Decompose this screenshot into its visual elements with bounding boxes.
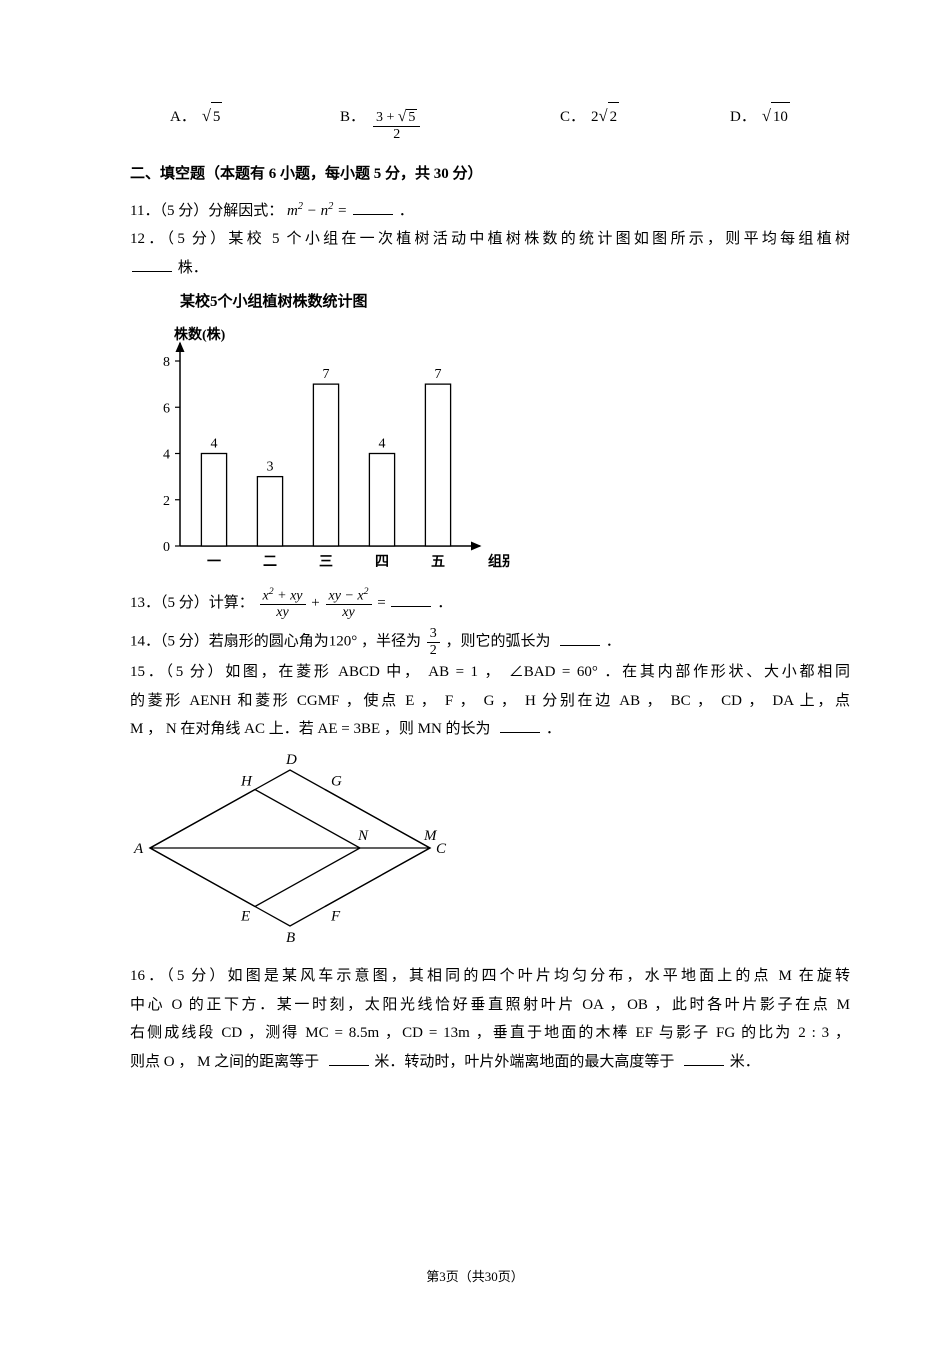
sqrt-icon: √2	[599, 100, 620, 132]
chart-title: 某校5个小组植树株数统计图	[130, 288, 850, 317]
q15-line2: 的菱形 AENH 和菱形 CGMF ，使点 E ， F ， G ， H 分别在边…	[130, 687, 850, 716]
svg-text:7: 7	[435, 367, 442, 382]
blank-field	[500, 717, 540, 733]
rhombus-diagram: A C D B H G E F M N	[130, 748, 850, 959]
blank-field	[391, 591, 431, 607]
frac-b: 3 + √5 2	[373, 109, 420, 142]
svg-text:组别: 组别	[488, 553, 510, 570]
q11: 11．（5 分）分解因式： m2 − n2 = ．	[130, 197, 850, 226]
opt-b-label: B．	[340, 103, 365, 132]
svg-text:E: E	[240, 908, 250, 924]
blank-field	[353, 199, 393, 215]
option-a: A． √5	[170, 100, 340, 132]
svg-text:F: F	[330, 908, 341, 924]
bar-chart: 株数(株) 0 2 4 6 8 4 一 3 二 7 三 4 四 7 五 组别	[130, 321, 510, 581]
svg-text:H: H	[240, 773, 253, 789]
q14: 14．（5 分）若扇形的圆心角为120° ，半径为 3 2 ，则它的弧长为 ．	[130, 626, 850, 658]
section-header: 二、填空题（本题有 6 小题，每小题 5 分，共 30 分）	[130, 160, 850, 189]
opt-a-label: A．	[170, 103, 196, 132]
svg-text:G: G	[331, 773, 342, 789]
q15-line1: 15．（5 分）如图，在菱形 ABCD 中， AB = 1 ， ∠BAD = 6…	[130, 658, 850, 687]
rhombus-svg: A C D B H G E F M N	[130, 748, 460, 948]
frac-1: x2 + xy xy	[260, 587, 306, 620]
svg-text:三: 三	[319, 555, 333, 570]
bar-chart-svg: 株数(株) 0 2 4 6 8 4 一 3 二 7 三 4 四 7 五 组别	[130, 321, 510, 581]
blank-field	[684, 1050, 724, 1066]
svg-text:D: D	[285, 752, 297, 768]
option-d: D． √10	[730, 100, 850, 132]
svg-text:4: 4	[163, 447, 170, 462]
q12-line2: 株．	[130, 254, 850, 283]
q13: 13．（5 分）计算： x2 + xy xy + xy − x2 xy = ．	[130, 587, 850, 620]
q15-line3: M ， N 在对角线 AC 上．若 AE = 3BE ，则 MN 的长为 ．	[130, 715, 850, 744]
svg-text:6: 6	[163, 401, 170, 416]
svg-text:8: 8	[163, 355, 170, 370]
svg-text:B: B	[286, 930, 295, 946]
mc-options-row: A． √5 B． 3 + √5 2 C． 2√2 D． √10	[130, 100, 850, 142]
blank-field	[329, 1050, 369, 1066]
svg-text:4: 4	[211, 436, 218, 451]
opt-c-label: C．	[560, 103, 585, 132]
q16-line4: 则点 O ， M 之间的距离等于 米．转动时，叶片外端离地面的最大高度等于 米．	[130, 1048, 850, 1077]
q16-line1: 16．（5 分）如图是某风车示意图，其相同的四个叶片均匀分布，水平地面上的点 M…	[130, 962, 850, 991]
svg-text:一: 一	[207, 555, 221, 570]
option-c: C． 2√2	[560, 100, 730, 132]
svg-text:二: 二	[263, 555, 277, 570]
sqrt-icon: √5	[202, 100, 223, 132]
svg-text:N: N	[357, 828, 369, 844]
frac-2: xy − x2 xy	[326, 587, 372, 620]
svg-text:M: M	[423, 828, 438, 844]
svg-text:C: C	[436, 841, 447, 857]
blank-field	[560, 630, 600, 646]
svg-text:2: 2	[163, 494, 170, 509]
svg-text:株数(株): 株数(株)	[174, 326, 226, 343]
svg-text:7: 7	[323, 367, 330, 382]
option-b: B． 3 + √5 2	[340, 103, 560, 142]
svg-text:四: 四	[375, 554, 389, 570]
frac-r: 3 2	[427, 626, 440, 658]
svg-text:4: 4	[379, 436, 386, 451]
page-content: A． √5 B． 3 + √5 2 C． 2√2 D． √10 二、填空题（本题…	[0, 0, 950, 1076]
svg-text:3: 3	[267, 459, 274, 474]
q16-line3: 右侧成线段 CD ，测得 MC = 8.5m ，CD = 13m ，垂直于地面的…	[130, 1019, 850, 1048]
svg-text:五: 五	[431, 555, 445, 570]
blank-field	[132, 256, 172, 272]
svg-text:A: A	[133, 841, 144, 857]
sqrt-icon: √10	[762, 100, 790, 132]
opt-d-label: D．	[730, 103, 756, 132]
page-footer: 第3页（共30页）	[0, 1266, 950, 1285]
q12-line1: 12．（5 分）某校 5 个小组在一次植树活动中植树株数的统计图如图所示，则平均…	[130, 225, 850, 254]
svg-text:0: 0	[163, 540, 170, 555]
q16-line2: 中心 O 的正下方．某一时刻，太阳光线恰好垂直照射叶片 OA ，OB ，此时各叶…	[130, 991, 850, 1020]
